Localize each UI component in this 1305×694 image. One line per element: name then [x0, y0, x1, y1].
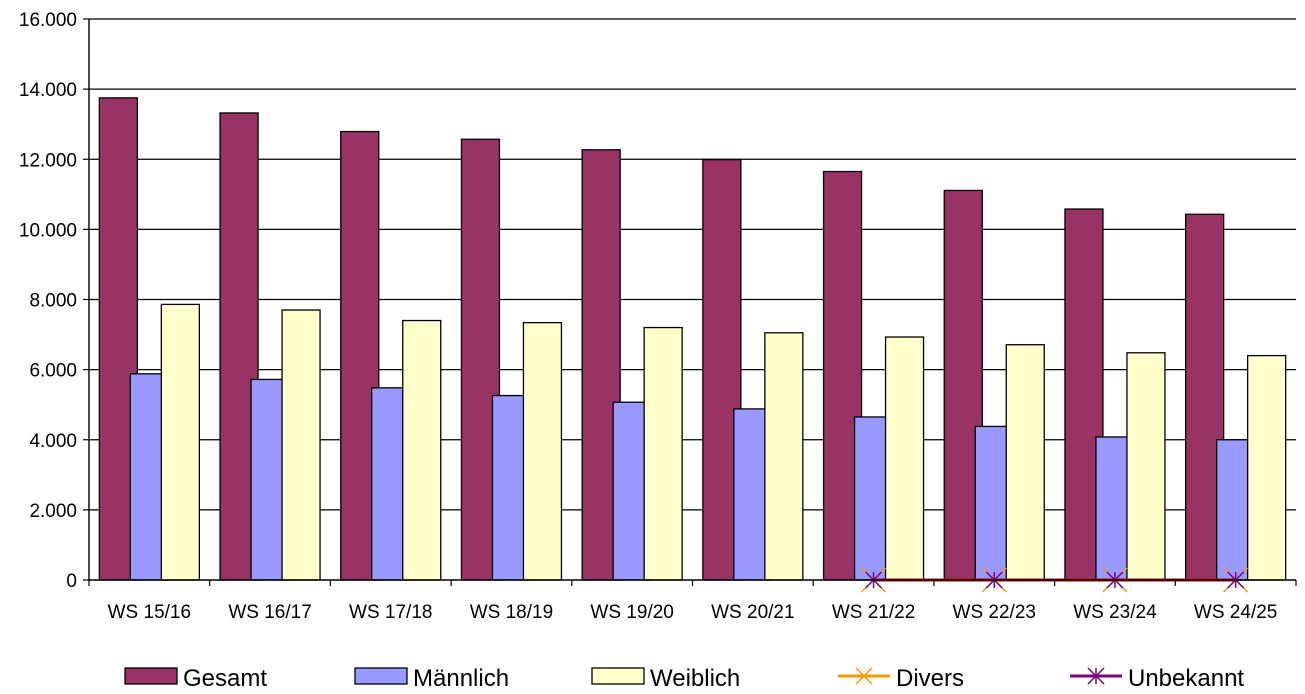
bar-weiblich — [1005, 344, 1045, 581]
x-tick-label: WS 18/19 — [470, 602, 553, 623]
legend-swatch-mnnlich — [354, 667, 408, 685]
legend-label-divers: Divers — [896, 665, 964, 692]
legend-label-gesamt: Gesamt — [183, 665, 267, 692]
x-tick-label: WS 20/21 — [711, 602, 794, 623]
y-tick-label: 10.000 — [19, 220, 77, 241]
legend-marker-divers — [855, 667, 873, 685]
y-tick-label: 6.000 — [29, 361, 77, 382]
bar-weiblich — [884, 336, 925, 581]
y-tick-label: 8.000 — [29, 291, 77, 312]
y-tick-label: 2.000 — [29, 501, 77, 522]
x-tick-label: WS 21/22 — [832, 602, 915, 623]
bar-weiblich — [1126, 352, 1166, 581]
bar-weiblich — [160, 303, 201, 581]
bar-weiblich — [764, 332, 804, 581]
y-tick-label: 4.000 — [29, 431, 77, 452]
bar-weiblich — [1247, 354, 1287, 581]
legend: Gesamt Männlich Weiblich Divers Unbekannt — [124, 665, 1244, 692]
legend-label-weiblich: Weiblich — [650, 665, 740, 692]
x-tick-label: WS 16/17 — [228, 602, 311, 623]
x-tick-label: WS 24/25 — [1194, 602, 1277, 623]
legend-label-mnnlich: Männlich — [413, 665, 509, 692]
legend-swatch-weiblich — [591, 667, 645, 685]
bar-weiblich — [402, 319, 442, 581]
x-tick-label: WS 22/23 — [953, 602, 1036, 623]
bars — [98, 97, 1287, 581]
bar-weiblich — [522, 321, 563, 581]
x-tick-label: WS 23/24 — [1073, 602, 1157, 623]
y-tick-labels: 0 2.000 4.000 6.000 8.000 10.000 12.000 14.000 1… — [19, 10, 77, 592]
x-tick-label: WS 17/18 — [349, 602, 432, 623]
y-tick-label: 0 — [66, 571, 77, 592]
y-tick-label: 12.000 — [19, 150, 77, 171]
legend-swatch-gesamt — [124, 667, 178, 685]
bar-weiblich — [281, 309, 321, 581]
legend-label-unbekannt: Unbekannt — [1128, 665, 1244, 692]
bar-weiblich — [643, 326, 683, 581]
x-tick-labels: WS 15/16 WS 16/17 WS 17/18 WS 18/19 WS 19/20… — [108, 602, 1278, 623]
y-tick-label: 16.000 — [19, 10, 77, 31]
y-tick-label: 14.000 — [19, 80, 77, 101]
x-tick-label: WS 19/20 — [590, 602, 673, 623]
x-tick-label: WS 15/16 — [108, 602, 191, 623]
axes — [83, 18, 1297, 586]
